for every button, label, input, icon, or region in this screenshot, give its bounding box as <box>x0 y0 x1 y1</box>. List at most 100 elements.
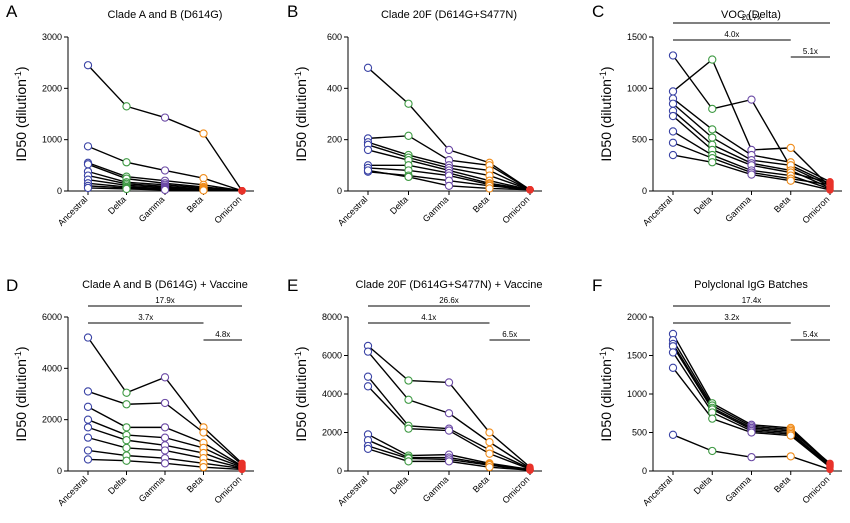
panel-title: Clade A and B (D614G) + Vaccine <box>82 279 248 291</box>
x-tick-label: Omicron <box>212 194 243 225</box>
x-tick-label: Gamma <box>421 474 451 504</box>
panel-letter: E <box>287 276 298 295</box>
y-tick-label: 1500 <box>627 351 647 361</box>
x-tick-label: Gamma <box>723 474 753 504</box>
data-point <box>363 382 373 391</box>
data-point <box>668 87 678 96</box>
panel-letter: C <box>592 2 604 21</box>
y-tick-label: 6000 <box>322 351 342 361</box>
y-tick-label: 600 <box>327 32 342 42</box>
x-tick-label: Beta <box>185 194 205 214</box>
fold-change-label: 4.1x <box>421 313 436 322</box>
data-point <box>83 415 93 424</box>
data-point <box>160 433 170 442</box>
panel-f: F Polyclonal IgG Batches ID50 (dilution-1)… <box>592 276 842 508</box>
x-tick-label: Beta <box>185 474 205 494</box>
y-axis-label: ID50 (dilution-1) <box>598 66 614 161</box>
y-tick-label: 1000 <box>627 389 647 399</box>
data-point <box>444 145 454 155</box>
data-point <box>122 388 131 397</box>
data-point <box>83 333 93 342</box>
x-tick-label: Ancestral <box>336 194 370 228</box>
x-tick-label: Delta <box>692 194 714 216</box>
data-point <box>199 186 208 195</box>
fold-change-label: 26.6x <box>439 296 459 305</box>
panel-a: A Clade A and B (D614G) ID50 (dilution-1) 0… <box>6 2 254 228</box>
data-point <box>747 428 756 437</box>
data-point <box>83 142 93 151</box>
x-tick-label: Beta <box>471 194 491 214</box>
data-point <box>363 444 373 454</box>
data-point <box>160 398 170 408</box>
data-point <box>122 102 131 111</box>
data-point <box>485 428 494 437</box>
data-point <box>404 99 413 108</box>
panel-letter: B <box>287 2 298 21</box>
data-point <box>444 409 454 418</box>
data-point <box>485 184 494 193</box>
x-tick-label: Beta <box>772 474 792 494</box>
data-point <box>122 158 131 167</box>
data-point <box>404 131 413 140</box>
x-tick-label: Ancestral <box>56 474 90 508</box>
fold-change-label: 5.1x <box>803 47 818 56</box>
data-point <box>668 51 678 60</box>
data-point <box>363 145 373 155</box>
data-point <box>83 387 93 396</box>
data-point <box>363 372 373 381</box>
x-tick-label: Delta <box>388 474 410 496</box>
data-point <box>160 185 170 195</box>
data-point <box>160 459 170 468</box>
x-tick-label: Omicron <box>800 194 831 225</box>
panel-letter: D <box>6 276 18 295</box>
x-tick-label: Delta <box>106 474 128 496</box>
x-tick-label: Ancestral <box>641 194 675 228</box>
data-point <box>83 183 93 193</box>
y-tick-label: 500 <box>632 135 647 145</box>
data-point <box>199 462 208 472</box>
x-tick-label: Gamma <box>137 194 167 224</box>
data-point <box>238 465 246 474</box>
data-point <box>708 125 717 134</box>
data-point <box>668 138 678 147</box>
y-tick-label: 0 <box>57 466 62 476</box>
data-point <box>122 423 131 432</box>
data-point <box>668 127 678 136</box>
y-tick-label: 8000 <box>322 312 342 322</box>
x-tick-label: Omicron <box>800 474 831 505</box>
x-tick-label: Ancestral <box>641 474 675 508</box>
y-tick-label: 2000 <box>42 83 62 93</box>
data-point <box>122 436 131 445</box>
data-point <box>526 186 534 194</box>
y-tick-label: 0 <box>337 186 342 196</box>
y-tick-label: 4000 <box>42 363 62 373</box>
fold-change-label: 17.9x <box>155 296 175 305</box>
data-point <box>485 437 494 447</box>
y-axis-label: ID50 (dilution-1) <box>293 66 309 161</box>
data-point <box>83 423 93 432</box>
panel-b: B Clade 20F (D614G+S477N) ID50 (dilution-1… <box>287 2 542 228</box>
y-tick-label: 6000 <box>42 312 62 322</box>
data-point <box>444 457 454 466</box>
series-line <box>672 352 831 467</box>
panel-letter: A <box>6 2 18 21</box>
data-point <box>708 104 717 114</box>
panel-e: E Clade 20F (D614G+S477N) + Vaccine ID50 (… <box>287 276 542 508</box>
y-tick-label: 2000 <box>627 312 647 322</box>
x-tick-label: Beta <box>471 474 491 494</box>
data-point <box>160 373 170 382</box>
data-point <box>668 363 678 372</box>
data-point <box>199 428 208 437</box>
panel-title: Clade A and B (D614G) <box>108 9 223 21</box>
series-line <box>672 434 831 471</box>
data-point <box>122 184 131 194</box>
data-point <box>199 129 208 138</box>
x-tick-label: Delta <box>106 194 128 216</box>
y-tick-label: 3000 <box>42 32 62 42</box>
data-point <box>404 424 413 433</box>
fold-change-label: 6.5x <box>502 330 517 339</box>
data-point <box>526 466 534 474</box>
data-point <box>668 99 678 108</box>
y-axis-label: ID50 (dilution-1) <box>13 346 29 441</box>
data-point <box>160 446 170 455</box>
